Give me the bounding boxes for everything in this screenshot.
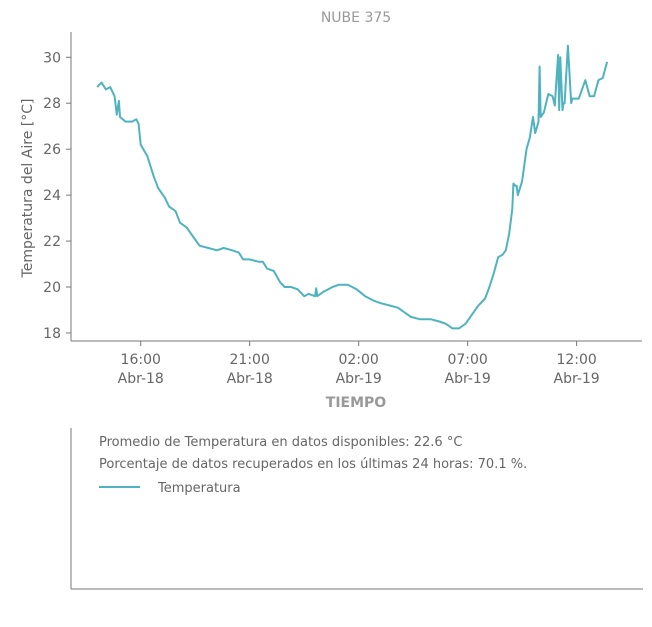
note: Porcentaje de datos recuperados en los ú…	[99, 457, 527, 472]
x-tick-date: Abr-19	[554, 371, 600, 387]
note: Promedio de Temperatura en datos disponi…	[99, 435, 462, 450]
y-tick-label: 30	[43, 50, 61, 66]
y-tick-label: 28	[43, 96, 61, 112]
x-tick-label: 12:00	[556, 352, 596, 368]
x-tick-date: Abr-19	[445, 371, 491, 387]
x-tick-date: Abr-18	[118, 371, 164, 387]
y-tick-label: 24	[43, 188, 61, 204]
chart-title: NUBE 375	[321, 10, 391, 26]
legend-label: Temperatura	[157, 481, 241, 496]
x-tick-date: Abr-19	[336, 371, 382, 387]
y-tick-label: 20	[43, 280, 61, 296]
x-tick-label: 16:00	[121, 352, 161, 368]
y-tick-label: 22	[43, 234, 61, 250]
x-axis-label: TIEMPO	[326, 395, 387, 411]
x-tick-label: 21:00	[230, 352, 270, 368]
x-tick-label: 07:00	[447, 352, 487, 368]
x-tick-date: Abr-18	[227, 371, 273, 387]
y-tick-label: 18	[43, 326, 61, 342]
y-axis-label: Temperatura del Aire [°C]	[20, 99, 36, 279]
series-line	[96, 44, 609, 330]
x-tick-label: 02:00	[338, 352, 378, 368]
y-tick-label: 26	[43, 142, 61, 158]
